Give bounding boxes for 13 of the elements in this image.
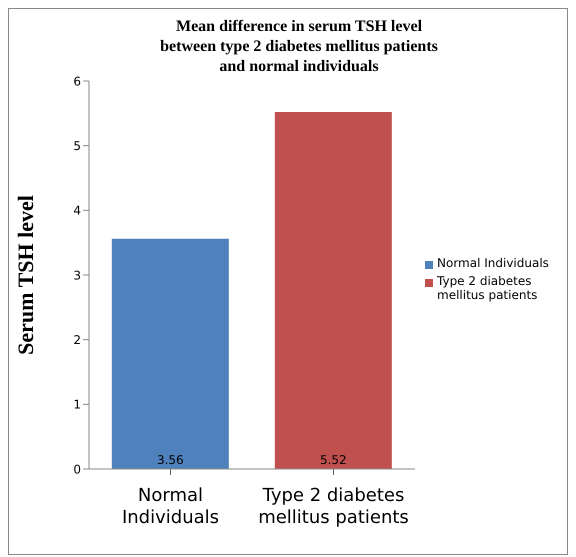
y-tick-label: 3	[73, 268, 81, 282]
y-tick-label: 0	[73, 462, 81, 476]
chart-title: Mean difference in serum TSH level between type 2 diabetes mellitus patients and normal individuals	[159, 17, 439, 75]
y-tick-label: 1	[73, 398, 81, 412]
y-tick-label: 5	[73, 138, 81, 153]
y-tick-label: 6	[73, 74, 81, 88]
legend-label: Normal Individuals	[437, 256, 550, 270]
y-tick-label: 4	[73, 204, 81, 218]
legend-label: Type 2 diabetes mellitus patients	[437, 274, 538, 302]
y-axis-title: Serum TSH level	[12, 195, 38, 355]
y-tick-label: 2	[73, 332, 81, 347]
data-label: 3.56	[156, 453, 184, 467]
data-label: 5.52	[320, 453, 347, 467]
